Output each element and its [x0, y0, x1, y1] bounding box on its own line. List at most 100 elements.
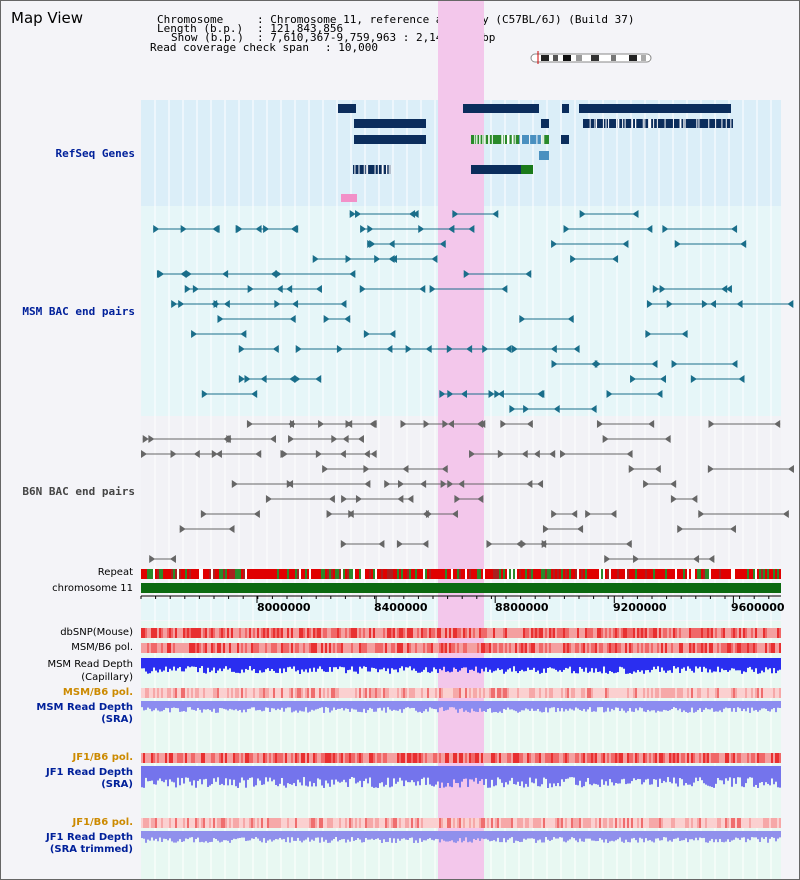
- repeat-segment: [763, 569, 765, 579]
- read-depth-bar: [733, 701, 735, 709]
- read-depth-bar: [683, 831, 685, 841]
- polymorphism-strip: [257, 688, 259, 698]
- read-depth-bar: [559, 658, 561, 671]
- polymorphism-strip: [779, 628, 781, 638]
- polymorphism-strip: [679, 643, 681, 653]
- polymorphism-strip: [619, 688, 621, 698]
- polymorphism-strip: [625, 643, 627, 653]
- polymorphism-strip: [401, 628, 403, 638]
- polymorphism-strip: [665, 753, 667, 763]
- polymorphism-strip: [603, 688, 605, 698]
- polymorphism-strip: [203, 818, 205, 828]
- read-depth-bar: [245, 701, 247, 713]
- polymorphism-strip: [227, 688, 229, 698]
- repeat-segment: [587, 569, 589, 579]
- repeat-segment: [519, 569, 521, 579]
- polymorphism-strip: [333, 753, 335, 763]
- repeat-segment: [363, 569, 365, 579]
- polymorphism-strip: [647, 753, 649, 763]
- b6n-bac-pair-end: [288, 435, 295, 443]
- polymorphism-strip: [507, 753, 509, 763]
- repeat-segment: [709, 569, 711, 579]
- polymorphism-strip: [481, 818, 483, 828]
- read-depth-bar: [501, 831, 503, 843]
- read-depth-bar: [371, 701, 373, 709]
- polymorphism-strip: [639, 688, 641, 698]
- polymorphism-strip: [575, 643, 577, 653]
- polymorphism-strip: [617, 753, 619, 763]
- read-depth-bar: [159, 766, 161, 779]
- read-depth-bar: [179, 831, 181, 840]
- polymorphism-strip: [527, 643, 529, 653]
- polymorphism-strip: [507, 818, 509, 828]
- read-depth-bar: [293, 701, 295, 712]
- read-depth-bar: [509, 831, 511, 839]
- polymorphism-strip: [353, 628, 355, 638]
- polymorphism-strip: [717, 688, 719, 698]
- polymorphism-strip: [541, 643, 543, 653]
- polymorphism-strip: [315, 628, 317, 638]
- polymorphism-strip: [679, 688, 681, 698]
- polymorphism-strip: [501, 643, 503, 653]
- read-depth-bar: [339, 831, 341, 841]
- polymorphism-strip: [389, 643, 391, 653]
- read-depth-bar: [179, 766, 181, 786]
- polymorphism-strip: [635, 628, 637, 638]
- read-depth-bar: [249, 701, 251, 709]
- read-depth-bar: [281, 766, 283, 778]
- read-depth-bar: [561, 658, 563, 672]
- read-depth-bar: [377, 658, 379, 673]
- polymorphism-strip: [669, 818, 671, 828]
- polymorphism-strip: [319, 753, 321, 763]
- read-depth-bar: [449, 766, 451, 787]
- polymorphism-strip: [713, 688, 715, 698]
- repeat-segment: [741, 569, 743, 579]
- chromosome-bar: [141, 583, 781, 593]
- repeat-segment: [535, 569, 537, 579]
- polymorphism-strip: [523, 643, 525, 653]
- polymorphism-strip: [431, 818, 433, 828]
- read-depth-bar: [175, 658, 177, 671]
- read-depth-bar: [573, 831, 575, 839]
- polymorphism-strip: [483, 818, 485, 828]
- polymorphism-strip: [549, 688, 551, 698]
- polymorphism-strip: [359, 818, 361, 828]
- read-depth-bar: [755, 831, 757, 838]
- polymorphism-strip: [751, 643, 753, 653]
- polymorphism-strip: [439, 688, 441, 698]
- polymorphism-strip: [757, 753, 759, 763]
- read-depth-bar: [155, 658, 157, 671]
- b6n-bac-pair-end: [698, 510, 705, 518]
- polymorphism-strip: [563, 643, 565, 653]
- b6n-bac-pair-end: [328, 495, 335, 503]
- polymorphism-strip: [767, 688, 769, 698]
- polymorphism-strip: [355, 753, 357, 763]
- repeat-segment: [647, 569, 649, 579]
- read-depth-bar: [189, 658, 191, 668]
- read-depth-bar: [645, 701, 647, 713]
- read-depth-bar: [149, 766, 151, 782]
- polymorphism-strip: [373, 688, 375, 698]
- polymorphism-strip: [445, 643, 447, 653]
- msm-bac-pair-end: [690, 375, 697, 383]
- polymorphism-strip: [223, 643, 225, 653]
- read-depth-bar: [177, 831, 179, 842]
- polymorphism-strip: [227, 818, 229, 828]
- polymorphism-strip: [311, 643, 313, 653]
- read-depth-bar: [601, 831, 603, 840]
- read-depth-bar: [711, 658, 713, 673]
- repeat-segment: [209, 569, 211, 579]
- read-depth-bar: [467, 658, 469, 673]
- polymorphism-strip: [185, 688, 187, 698]
- polymorphism-strip: [159, 818, 161, 828]
- polymorphism-strip: [681, 628, 683, 638]
- read-depth-bar: [215, 701, 217, 713]
- polymorphism-strip: [747, 643, 749, 653]
- read-depth-bar: [735, 658, 737, 671]
- polymorphism-strip: [361, 628, 363, 638]
- polymorphism-strip: [499, 688, 501, 698]
- read-depth-bar: [181, 831, 183, 843]
- repeat-segment: [617, 569, 619, 579]
- read-depth-bar: [181, 766, 183, 779]
